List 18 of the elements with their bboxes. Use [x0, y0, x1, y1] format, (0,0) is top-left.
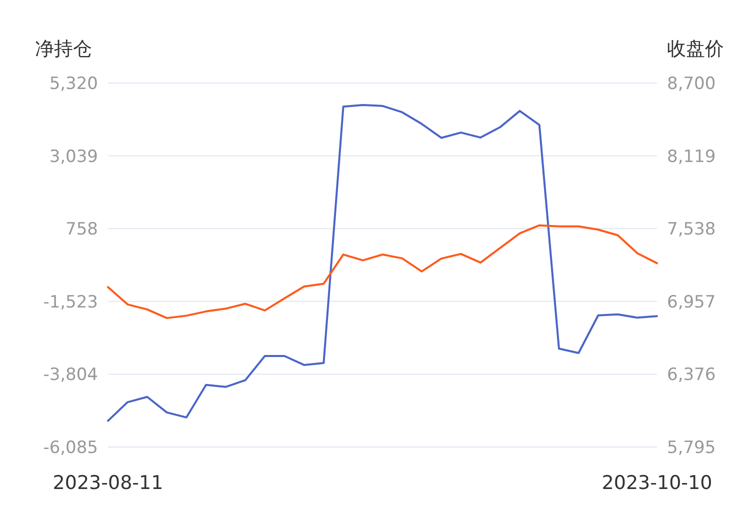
- y2-tick-label: 8,119: [667, 146, 716, 167]
- y-tick-label: -1,523: [43, 292, 98, 312]
- y-tick-label: 5,320: [49, 74, 98, 94]
- line-series: [107, 224, 658, 320]
- y2-tick-label: 5,795: [667, 438, 716, 458]
- x-tick-label: 2023-10-10: [602, 472, 712, 494]
- x-tick-label: 2023-08-11: [52, 472, 164, 494]
- y-tick-label: 758: [66, 220, 98, 240]
- y2-tick-label: 6,376: [667, 365, 716, 386]
- y-tick-label: 3,039: [49, 146, 98, 167]
- y2-axis-title: 收盘价: [667, 38, 724, 60]
- y-axis-title: 净持仓: [35, 38, 92, 60]
- y2-tick-label: 7,538: [667, 220, 716, 240]
- line-series: [107, 104, 658, 422]
- y2-tick-label: 6,957: [667, 292, 716, 312]
- y-tick-label: -3,804: [43, 365, 98, 386]
- y-tick-label: -6,085: [43, 438, 98, 458]
- y2-tick-label: 8,700: [667, 74, 716, 94]
